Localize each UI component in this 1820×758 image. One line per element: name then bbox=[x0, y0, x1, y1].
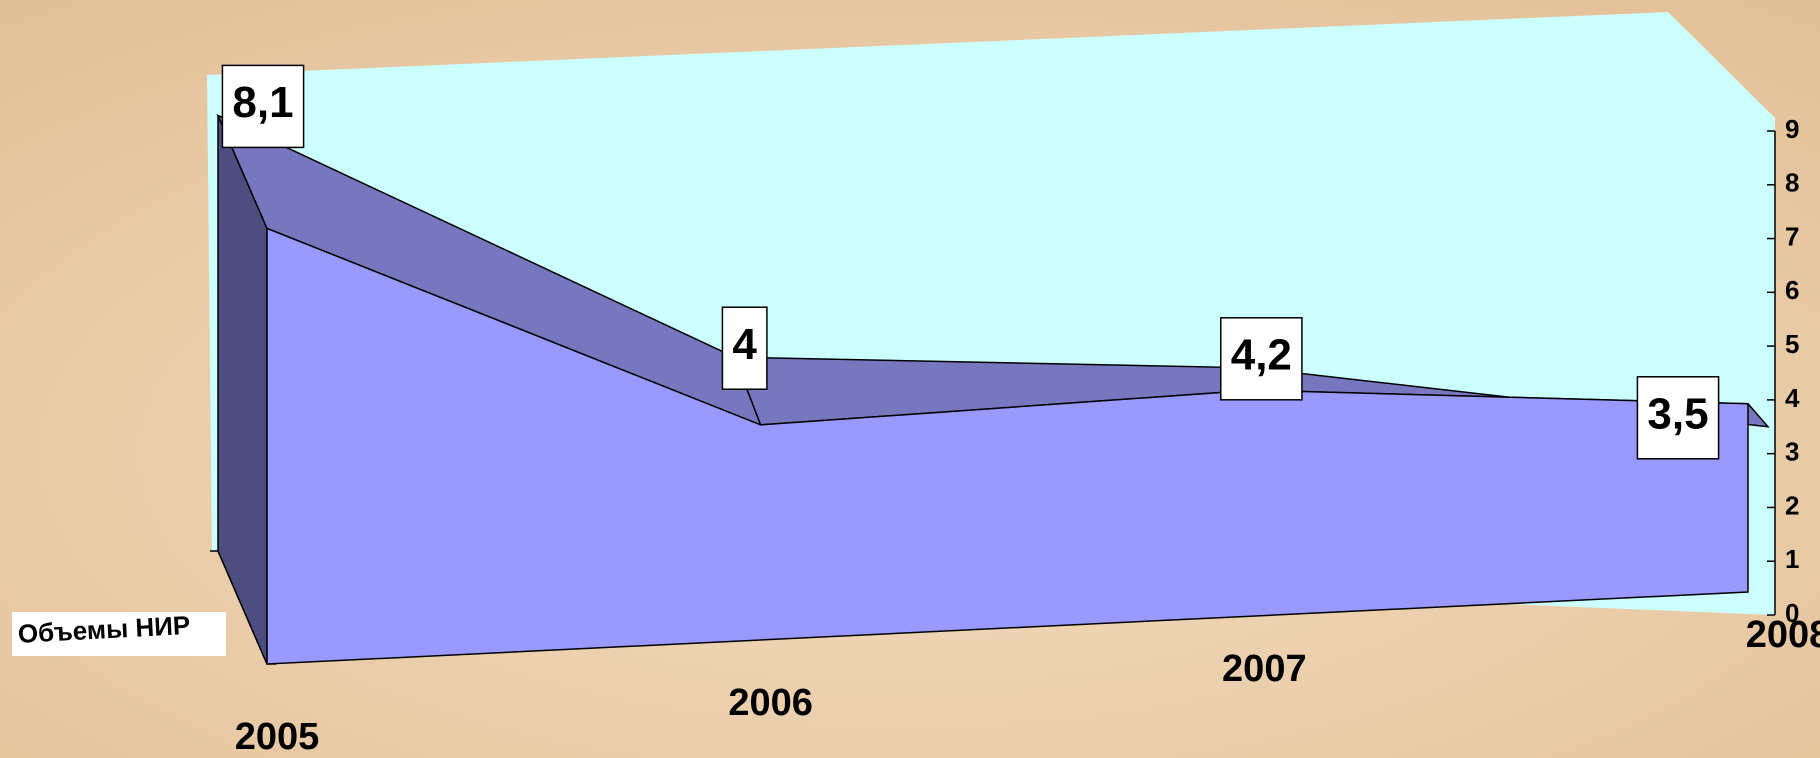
legend-box bbox=[12, 612, 226, 656]
value-label: 4 bbox=[732, 320, 757, 369]
value-label-box bbox=[721, 306, 768, 390]
y-tick-label: 9 bbox=[1785, 114, 1799, 144]
x-tick-label: 2007 bbox=[1222, 648, 1307, 690]
value-label: 3,5 bbox=[1647, 389, 1708, 438]
value-label-box bbox=[1219, 317, 1303, 401]
y-tick-label: 0 bbox=[1785, 598, 1799, 628]
y-tick-label: 4 bbox=[1785, 383, 1800, 413]
y-tick-label: 3 bbox=[1785, 437, 1799, 467]
value-label: 8,1 bbox=[232, 78, 293, 127]
y-tick-label: 2 bbox=[1785, 490, 1799, 520]
x-tick-label: 2008 bbox=[1746, 614, 1820, 656]
value-label-box bbox=[1636, 376, 1720, 460]
y-tick-label: 1 bbox=[1785, 544, 1799, 574]
y-tick-label: 7 bbox=[1785, 221, 1799, 251]
y-tick-label: 5 bbox=[1785, 329, 1799, 359]
x-tick-label: 2005 bbox=[235, 716, 320, 758]
y-tick-label: 6 bbox=[1785, 275, 1799, 305]
legend: Объемы НИР bbox=[12, 610, 226, 656]
value-label: 4,2 bbox=[1231, 330, 1292, 379]
x-tick-label: 2006 bbox=[728, 682, 813, 724]
value-label-box bbox=[221, 64, 305, 149]
y-tick-label: 8 bbox=[1785, 168, 1799, 198]
